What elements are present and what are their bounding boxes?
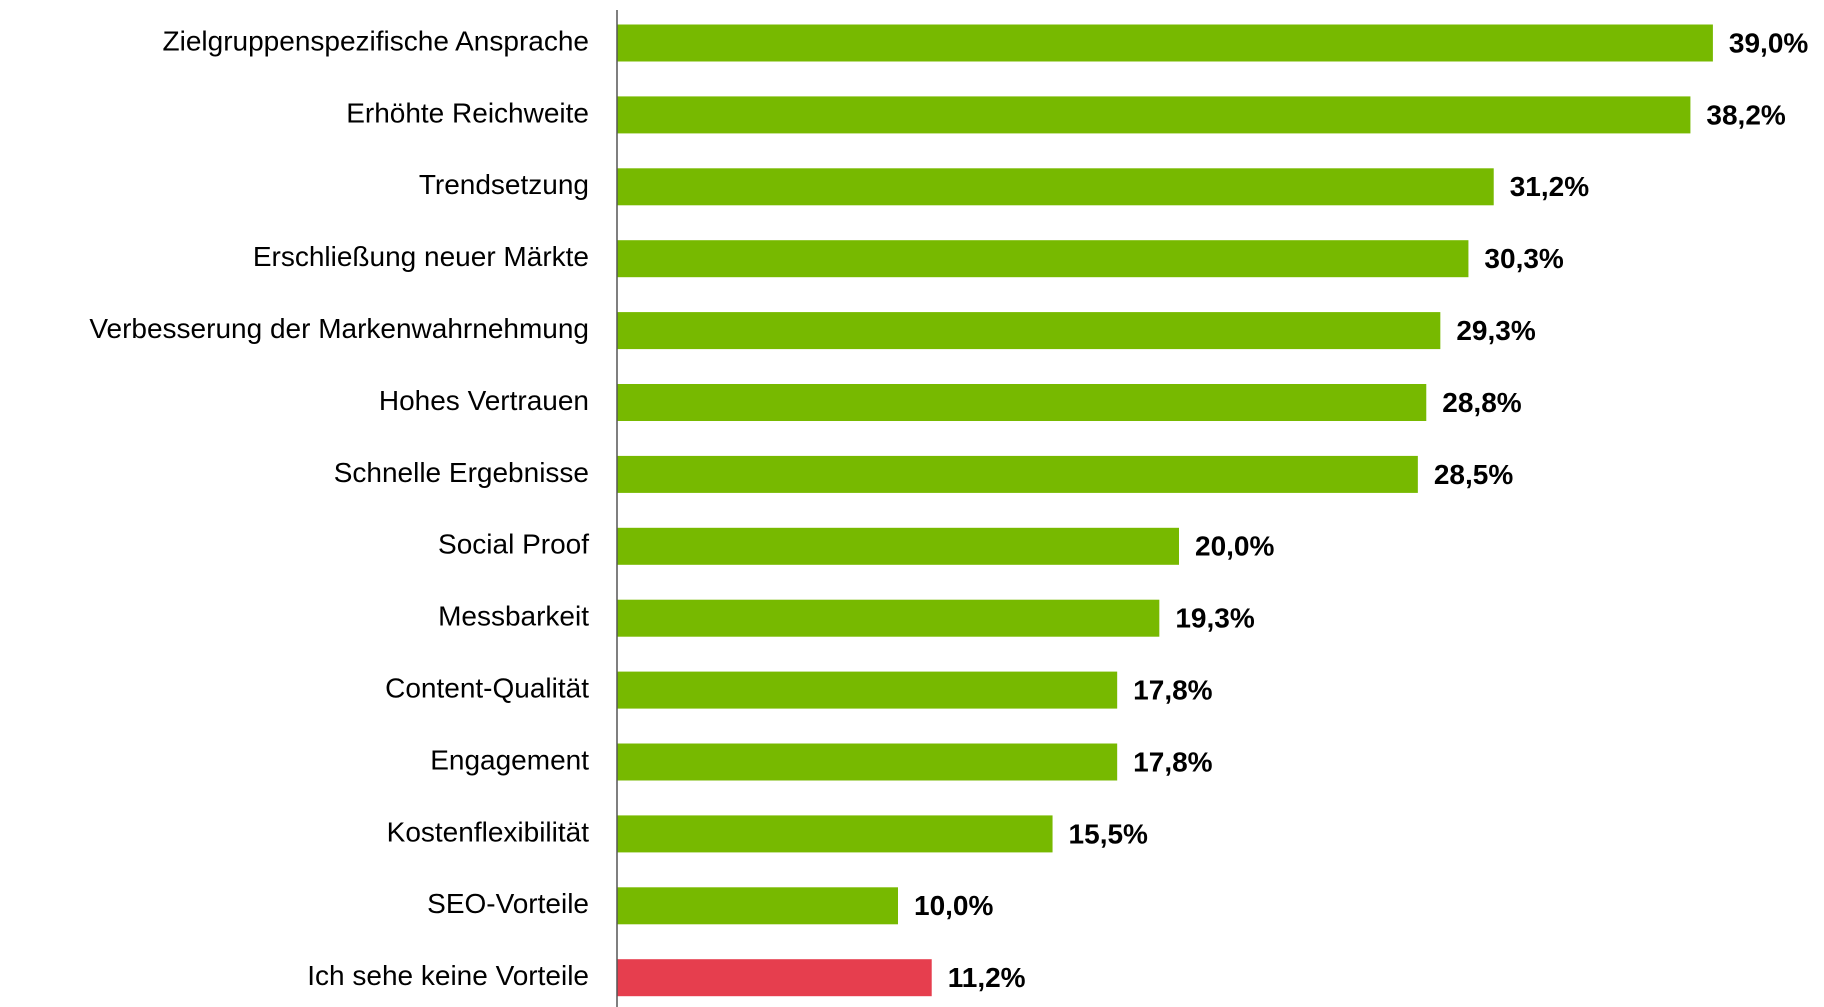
bar [617, 96, 1691, 134]
category-label: Messbarkeit [438, 601, 589, 632]
category-label: Hohes Vertrauen [379, 385, 589, 416]
category-label: SEO-Vorteile [427, 888, 589, 919]
bar [617, 312, 1441, 350]
category-label: Verbesserung der Markenwahrnehmung [89, 313, 589, 344]
bar [617, 887, 898, 925]
bar [617, 168, 1494, 206]
value-label: 10,0% [914, 890, 993, 921]
value-label: 30,3% [1484, 243, 1563, 274]
value-label: 19,3% [1175, 603, 1254, 634]
category-label: Schnelle Ergebnisse [334, 457, 589, 488]
category-label: Social Proof [438, 529, 589, 560]
category-label: Engagement [430, 744, 589, 775]
value-label: 15,5% [1069, 818, 1148, 849]
bar [617, 384, 1427, 421]
value-label: 39,0% [1729, 27, 1808, 58]
value-label: 28,8% [1442, 387, 1521, 418]
category-label: Zielgruppenspezifische Ansprache [163, 25, 589, 56]
bar [617, 599, 1160, 637]
bar [617, 743, 1118, 781]
value-label: 28,5% [1434, 459, 1513, 490]
value-label: 17,8% [1133, 674, 1212, 705]
value-label: 29,3% [1456, 315, 1535, 346]
value-label: 20,0% [1195, 531, 1274, 562]
bar [617, 527, 1179, 565]
category-label: Content-Qualität [385, 672, 589, 703]
value-label: 38,2% [1706, 99, 1785, 130]
bar [617, 24, 1713, 62]
value-label: 17,8% [1133, 746, 1212, 777]
category-label: Ich sehe keine Vorteile [307, 960, 589, 991]
value-label: 11,2% [948, 962, 1026, 993]
category-label: Erhöhte Reichweite [346, 97, 589, 128]
category-label: Trendsetzung [419, 169, 589, 200]
bar [617, 815, 1053, 853]
category-label: Erschließung neuer Märkte [253, 241, 589, 272]
value-label: 31,2% [1510, 171, 1589, 202]
bar [617, 240, 1469, 278]
bar [617, 455, 1418, 493]
bar [617, 959, 932, 997]
bar [617, 671, 1118, 709]
category-label: Kostenflexibilität [387, 816, 590, 847]
